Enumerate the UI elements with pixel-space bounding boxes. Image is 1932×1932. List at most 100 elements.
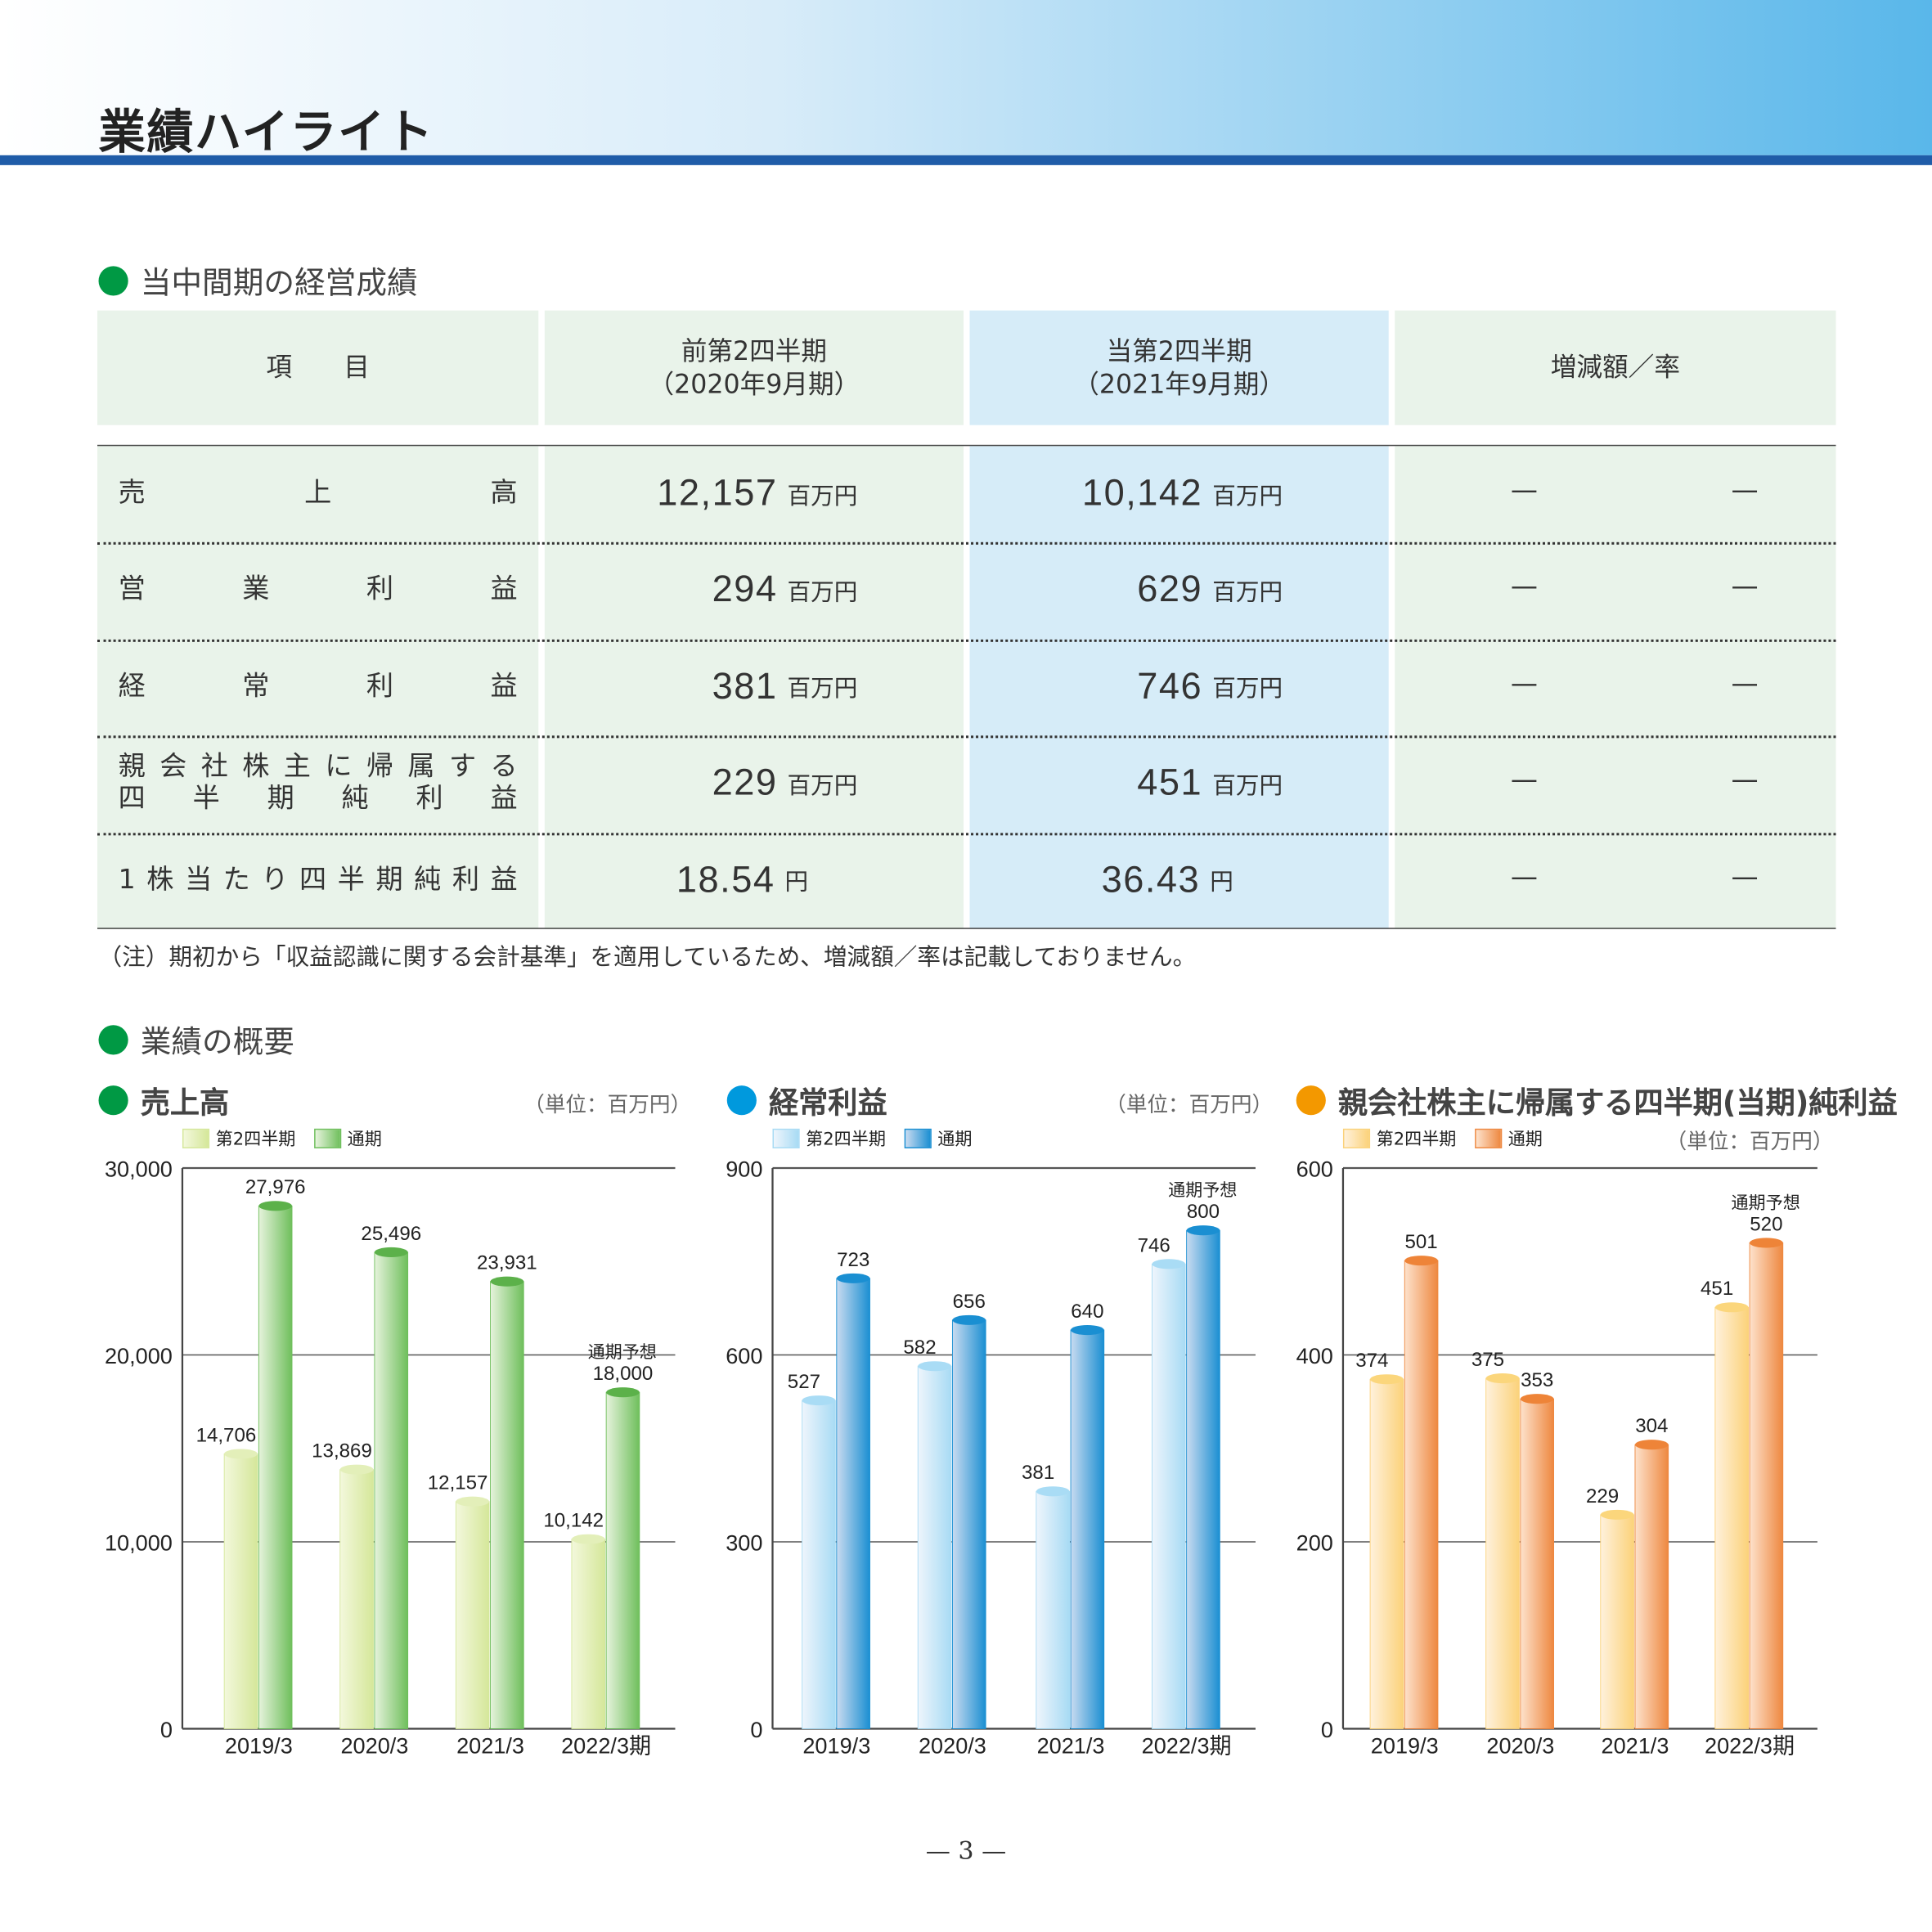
bar-top <box>1186 1225 1220 1236</box>
divider <box>97 928 1836 929</box>
chart-title-text: 親会社株主に帰属する四半期(当期)純利益 <box>1337 1085 1898 1121</box>
data-label: 800 <box>1187 1201 1220 1223</box>
section-title: 業績の概要 <box>140 1023 295 1060</box>
table-column-body <box>1395 446 1836 929</box>
prev-value: 229 百万円 <box>712 736 858 832</box>
chart-title-text: 売上高 <box>140 1085 230 1121</box>
bar-q2 <box>571 1539 606 1729</box>
amount: 451 <box>1137 762 1203 804</box>
bar-q2 <box>223 1453 258 1729</box>
bar-q2 <box>1485 1377 1520 1729</box>
x-tick-label: 2021/3 <box>1037 1733 1105 1759</box>
bar-q2 <box>1714 1306 1750 1729</box>
bar-top <box>836 1273 870 1283</box>
x-tick-label: 2021/3 <box>456 1733 524 1759</box>
amount: 294 <box>712 569 778 611</box>
curr-value: 746 百万円 <box>1137 640 1283 735</box>
rate-value: — <box>1731 765 1759 797</box>
bar-q2 <box>1600 1514 1634 1729</box>
data-label: 18,000 <box>593 1363 654 1385</box>
forecast-annotation: 通期予想 <box>1731 1193 1799 1212</box>
bullet-icon <box>98 266 128 296</box>
table-row: 営業利益 294 百万円 629 百万円 — — <box>0 542 1932 638</box>
chart-title: 親会社株主に帰属する四半期(当期)純利益 <box>1296 1078 1898 1121</box>
unit: 百万円 <box>787 578 858 606</box>
y-tick-label: 600 <box>1296 1157 1333 1182</box>
amount: 12,157 <box>657 473 778 514</box>
data-label: 12,157 <box>428 1472 488 1494</box>
table-header: 項 目 <box>266 352 370 382</box>
y-tick-label: 900 <box>726 1157 762 1182</box>
unit: 百万円 <box>1212 675 1283 703</box>
table-column-bg: 増減額／率 <box>1395 310 1836 425</box>
y-tick-label: 200 <box>1296 1530 1333 1556</box>
data-label: 23,931 <box>477 1252 537 1274</box>
diff-value: — <box>1510 861 1538 893</box>
data-label: 656 <box>953 1291 986 1313</box>
table-note: （注）期初から「収益認識に関する会計基準」を適用しているため、増減額／率は記載し… <box>98 943 1197 972</box>
rate-value: — <box>1731 668 1759 700</box>
bar-full-year <box>1749 1242 1784 1729</box>
chart-title-text: 経常利益 <box>768 1085 887 1121</box>
x-tick-label: 2019/3 <box>225 1733 293 1759</box>
bar-full-year <box>374 1251 409 1729</box>
legend-label: 第2四半期 <box>215 1130 296 1150</box>
header-rule <box>0 155 1932 165</box>
legend-label: 通期 <box>347 1130 382 1150</box>
row-divider <box>97 832 1836 835</box>
bar-top <box>1600 1509 1634 1520</box>
row-divider <box>97 639 1836 642</box>
bar-full-year <box>1186 1229 1220 1729</box>
data-label: 527 <box>788 1371 820 1393</box>
bar-full-year <box>951 1319 986 1729</box>
forecast-annotation: 通期予想 <box>588 1342 657 1362</box>
y-tick-label: 30,000 <box>105 1157 173 1182</box>
x-tick-label: 2022/3期 <box>561 1733 651 1759</box>
x-tick-label: 2021/3 <box>1602 1733 1669 1759</box>
chart-legend: 第2四半期 通期 <box>772 1126 972 1151</box>
chart-unit: （単位：百万円） <box>1665 1130 1834 1155</box>
bar-top <box>1714 1302 1749 1313</box>
x-tick-label: 2019/3 <box>802 1733 870 1759</box>
amount: 381 <box>712 666 778 708</box>
bar-top <box>918 1361 951 1372</box>
table-column-bg: 項 目 <box>97 310 539 425</box>
data-label: 229 <box>1586 1485 1619 1507</box>
bar-top <box>1152 1259 1186 1269</box>
row-label: 親会社株主に帰属する 四半期純利益 <box>119 736 518 832</box>
page-title: 業績ハイライト <box>98 105 434 160</box>
unit: 円 <box>784 869 809 896</box>
bar-top <box>1750 1238 1783 1248</box>
row-label-text: 1株当たり四半期純利益 <box>118 864 518 896</box>
amount: 18.54 <box>676 859 775 901</box>
data-label: 501 <box>1405 1231 1438 1253</box>
bar-q2 <box>339 1469 374 1729</box>
row-label: 売上高 <box>119 446 518 541</box>
legend-label: 通期 <box>1507 1130 1543 1150</box>
x-tick-label: 2020/3 <box>340 1733 408 1759</box>
row-label-text: 親会社株主に帰属する <box>118 752 518 783</box>
bar-q2 <box>1152 1263 1186 1729</box>
bar-top <box>258 1201 293 1211</box>
x-tick-label: 2019/3 <box>1371 1733 1439 1759</box>
data-label: 375 <box>1471 1349 1504 1371</box>
table-row: 売上高 12,157 百万円 10,142 百万円 — — <box>0 446 1932 541</box>
prev-value: 18.54 円 <box>676 833 808 928</box>
chart-title: 売上高 <box>98 1078 230 1121</box>
legend-swatch <box>772 1128 800 1148</box>
table-row: 経常利益 381 百万円 746 百万円 — — <box>0 640 1932 735</box>
unit: 百万円 <box>787 482 858 510</box>
bar-top <box>952 1314 986 1325</box>
curr-value: 10,142 百万円 <box>1082 446 1283 541</box>
unit: 百万円 <box>1212 772 1283 800</box>
prev-value: 294 百万円 <box>712 542 858 638</box>
bar-top <box>456 1496 490 1507</box>
x-tick-label: 2022/3期 <box>1705 1733 1795 1759</box>
prev-value: 381 百万円 <box>712 640 858 735</box>
bar-top <box>1404 1256 1438 1266</box>
rate-value: — <box>1731 861 1759 893</box>
bar-top <box>1520 1394 1554 1404</box>
data-label: 27,976 <box>245 1176 306 1198</box>
table-header-sub: （2021年9月期） <box>1073 369 1286 399</box>
